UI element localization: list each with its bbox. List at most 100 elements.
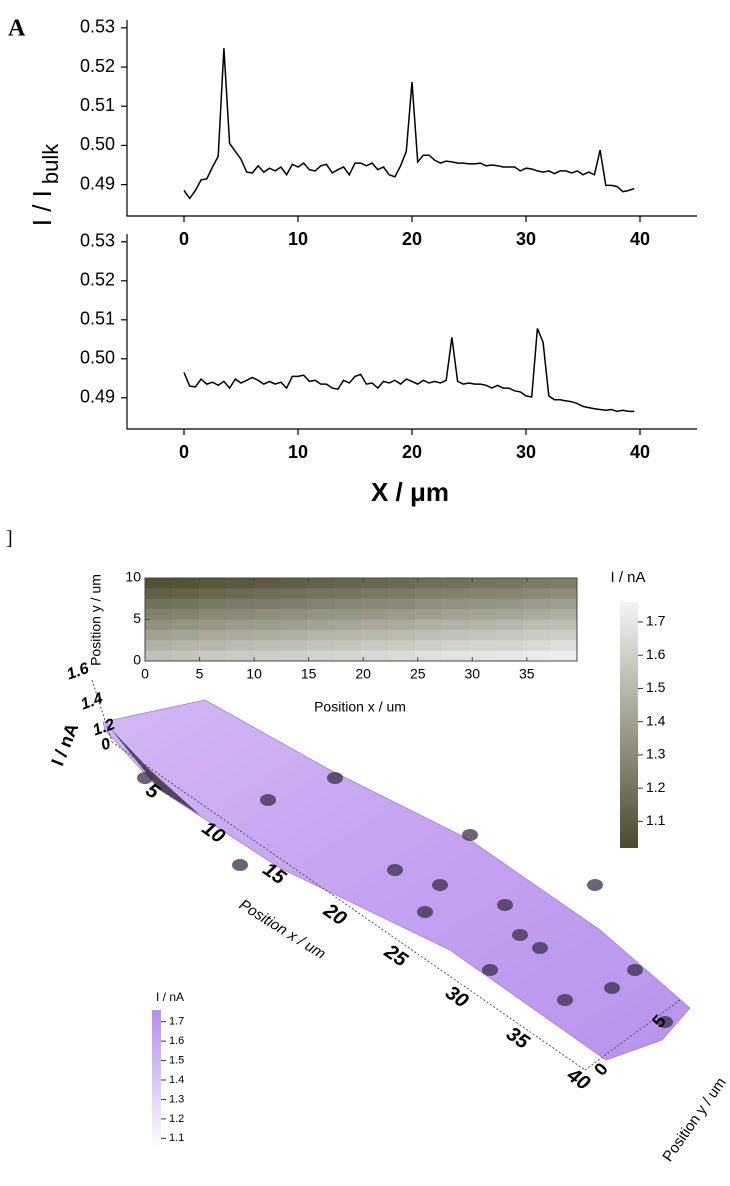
heatmap-cell xyxy=(172,640,200,652)
heatmap-cell xyxy=(523,578,551,589)
x-tick-label: 40 xyxy=(630,442,650,462)
heatmap-cell xyxy=(442,609,470,620)
y-tick-label: 0.49 xyxy=(80,173,115,193)
surface-spike xyxy=(557,994,573,1006)
heatmap-cell xyxy=(334,578,362,589)
heatmap-cell xyxy=(550,640,578,652)
heatmap-cell xyxy=(172,629,200,641)
surface-spike xyxy=(587,879,603,891)
heatmap-cell xyxy=(226,650,254,662)
heatmap-cell xyxy=(307,598,335,610)
y-axis-label: Position y / um xyxy=(88,574,104,666)
y-axis-label: I / I bulk xyxy=(27,143,63,226)
x-tick-label: 15 xyxy=(301,666,317,682)
heatmap-cell xyxy=(442,578,470,589)
heatmap-cell xyxy=(361,588,389,600)
heatmap-cell xyxy=(199,629,227,641)
heatmap-cell xyxy=(361,619,389,631)
surface-spike xyxy=(327,772,343,784)
surface-spike xyxy=(232,859,248,871)
colorbar-tick-label: 1.1 xyxy=(169,1132,184,1144)
x-tick-label: 35 xyxy=(519,666,535,682)
heatmap-cell xyxy=(415,650,443,662)
heatmap-cell xyxy=(469,629,497,641)
y-tick-label: 0.53 xyxy=(80,17,115,37)
heatmap-cell xyxy=(253,598,281,610)
heatmap-cell xyxy=(334,629,362,641)
surface-spike xyxy=(137,772,153,784)
heatmap-cell xyxy=(307,640,335,652)
heatmap-cell xyxy=(226,629,254,641)
heatmap-cell xyxy=(442,640,470,652)
surface-spike xyxy=(482,964,498,976)
heatmap-cell xyxy=(388,588,416,600)
colorbar-tick-label: 1.4 xyxy=(646,712,666,728)
colorbar-tick-label: 1.3 xyxy=(169,1093,184,1105)
heatmap-cell xyxy=(307,619,335,631)
heatmap-cell xyxy=(496,588,524,600)
x-tick-label: 10 xyxy=(288,442,308,462)
surface-spike xyxy=(260,794,276,806)
z-tick-label: 1.4 xyxy=(79,690,106,714)
heatmap-cell xyxy=(199,578,227,589)
heatmap-cell xyxy=(253,578,281,589)
heatmap-cell xyxy=(523,650,551,662)
y-tick-label: 0 xyxy=(133,652,141,668)
heatmap-cell xyxy=(523,598,551,610)
heatmap-cell xyxy=(361,598,389,610)
y-tick-label: 0.51 xyxy=(80,95,115,115)
heatmap-cell xyxy=(280,629,308,641)
panel-label: A xyxy=(8,16,26,42)
y-axis-label: Position y / um xyxy=(659,1075,729,1165)
x-tick-label: 30 xyxy=(441,982,472,1013)
y-tick-label: 0.51 xyxy=(80,309,115,329)
heatmap-cell xyxy=(145,609,173,620)
heatmap-cell xyxy=(496,598,524,610)
x-axis-label: Position x / um xyxy=(314,699,406,715)
heatmap-cell xyxy=(199,650,227,662)
heatmap-cell xyxy=(253,619,281,631)
heatmap-cell xyxy=(388,598,416,610)
surface-spike xyxy=(627,964,643,976)
colorbar-title: I / nA xyxy=(610,569,645,586)
heatmap-cell xyxy=(415,629,443,641)
heatmap-cell xyxy=(145,650,173,662)
heatmap-cell xyxy=(307,629,335,641)
heatmap-cell xyxy=(199,588,227,600)
y-tick-label: 0.49 xyxy=(80,387,115,407)
heatmap-cell xyxy=(253,640,281,652)
x-axis-label: Position x / um xyxy=(236,896,328,963)
heatmap-cell xyxy=(199,609,227,620)
heatmap-cell xyxy=(550,598,578,610)
y-axis-label-main: I / I xyxy=(27,190,57,226)
surface-spike xyxy=(462,829,478,841)
heatmap-cell xyxy=(415,598,443,610)
heatmap-cell xyxy=(523,629,551,641)
heatmap-cell xyxy=(145,578,173,589)
x-tick-label: 35 xyxy=(502,1023,534,1054)
heatmap-cell xyxy=(550,609,578,620)
heatmap-cell xyxy=(496,609,524,620)
y-tick-label: 0.52 xyxy=(80,270,115,290)
x-tick-label: 0 xyxy=(179,229,189,249)
colorbar-tick-label: 1.5 xyxy=(169,1054,184,1066)
colorbar-tick-label: 1.7 xyxy=(169,1016,184,1028)
heatmap-cell xyxy=(361,640,389,652)
heatmap-cell xyxy=(523,619,551,631)
surface-spike xyxy=(604,982,620,994)
heatmap-cell xyxy=(172,650,200,662)
heatmap-cell xyxy=(145,640,173,652)
heatmap-cell xyxy=(550,578,578,589)
heatmap-cell xyxy=(307,588,335,600)
colorbar-tick-label: 1.1 xyxy=(646,812,666,828)
heatmap-cell xyxy=(550,629,578,641)
heatmap-cell xyxy=(199,598,227,610)
x-tick-label: 0 xyxy=(179,442,189,462)
x-tick-label: 25 xyxy=(380,940,412,972)
surface-spike xyxy=(657,1016,673,1028)
heatmap-cell xyxy=(199,619,227,631)
heatmap-cell xyxy=(550,619,578,631)
heatmap-cell xyxy=(226,619,254,631)
heatmap-cell xyxy=(280,588,308,600)
